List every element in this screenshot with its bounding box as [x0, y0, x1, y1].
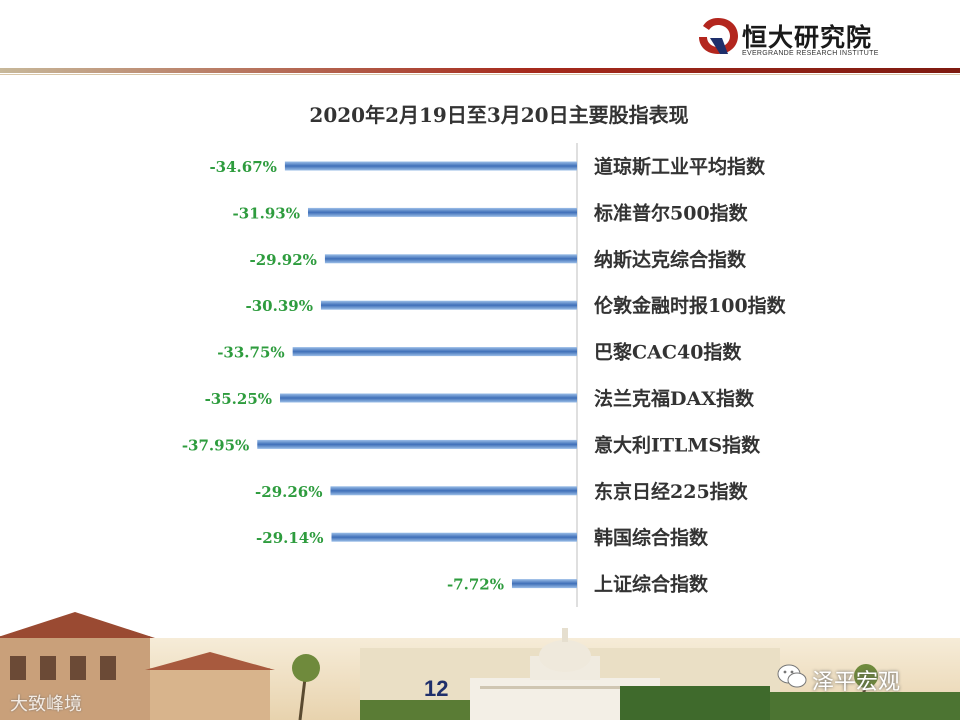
header-divider — [0, 68, 960, 73]
bars-group: -34.67% 道琼斯工业平均指数 -31.93% 标准普尔500指数 -29.92% 纳… — [182, 155, 787, 596]
bar-value-label: -34.67% — [209, 158, 276, 176]
category-label: 上证综合指数 — [594, 573, 709, 596]
bar-9 — [511, 579, 577, 589]
chart-title: 2020年2月19日至3月20日主要股指表现 — [309, 103, 688, 127]
category-label: 韩国综合指数 — [594, 526, 709, 549]
bar-4 — [292, 347, 577, 357]
logo-subtitle: EVERGRANDE RESEARCH INSTITUTE — [742, 50, 879, 57]
brand-logo — [694, 14, 884, 60]
bar-value-label: -33.75% — [217, 344, 284, 362]
logo-title: 恒大研究院 — [742, 23, 873, 52]
bar-5 — [280, 393, 577, 403]
bar-3 — [320, 300, 577, 310]
bar-0 — [284, 161, 577, 171]
bar-value-label: -29.26% — [255, 483, 322, 501]
bar-value-label: -31.93% — [233, 204, 300, 222]
bar-6 — [257, 439, 577, 449]
bar-value-label: -29.14% — [256, 529, 323, 547]
bar-value-label: -37.95% — [182, 436, 249, 454]
logo-emblem-icon — [699, 18, 738, 54]
category-label: 标准普尔500指数 — [594, 201, 749, 224]
page-number: 12 — [424, 676, 449, 701]
bar-8 — [331, 532, 577, 542]
bar-1 — [307, 207, 577, 217]
category-label: 东京日经225指数 — [594, 480, 749, 503]
category-label: 意大利ITLMS指数 — [594, 433, 761, 456]
category-label: 纳斯达克综合指数 — [594, 248, 747, 271]
wechat-icon — [777, 664, 807, 688]
category-label: 道琼斯工业平均指数 — [594, 155, 766, 178]
stock-index-bar-chart: 2020年2月19日至3月20日主要股指表现 -34.67% 道琼斯工业平均指数-… — [182, 103, 787, 607]
category-label: 巴黎CAC40指数 — [594, 341, 742, 364]
header-divider-thin — [0, 74, 960, 75]
watermark-left-text: 大致峰境 — [10, 694, 82, 715]
category-label: 法兰克福DAX指数 — [594, 387, 755, 410]
bar-2 — [324, 254, 577, 264]
bar-value-label: -7.72% — [447, 576, 504, 594]
bar-value-label: -35.25% — [205, 390, 272, 408]
watermark-text: 泽平宏观 — [812, 670, 901, 695]
bar-7 — [330, 486, 577, 496]
bar-value-label: -30.39% — [246, 297, 313, 315]
bar-value-label: -29.92% — [249, 251, 316, 269]
category-label: 伦敦金融时报100指数 — [594, 294, 787, 317]
